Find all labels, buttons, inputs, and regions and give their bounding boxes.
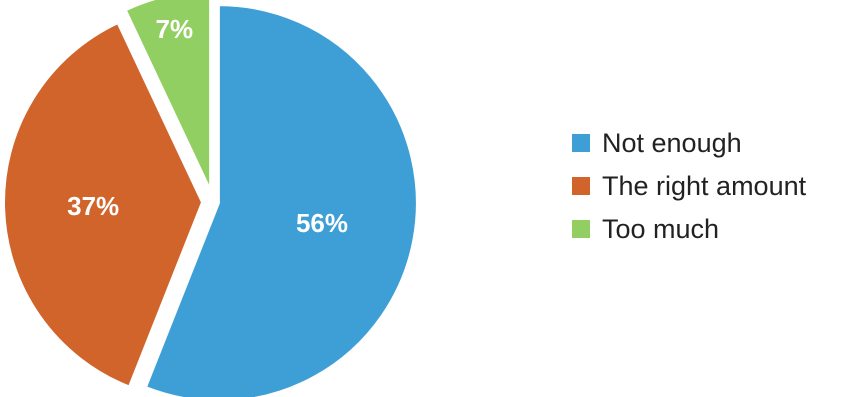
slice-label-the-right-amount: 37%: [67, 191, 119, 221]
slice-label-not-enough: 56%: [296, 208, 348, 238]
legend-swatch: [572, 134, 590, 152]
legend: Not enough The right amount Too much: [572, 127, 806, 245]
legend-swatch: [572, 220, 590, 238]
slice-label-too-much: 7%: [156, 14, 194, 44]
legend-label: The right amount: [602, 171, 807, 201]
legend-swatch: [572, 177, 590, 195]
legend-item-too-much: Too much: [572, 213, 806, 245]
legend-item-not-enough: Not enough: [572, 127, 806, 159]
pie-slice-too-much: [124, 0, 212, 190]
pie-slice-the-right-amount: [3, 21, 204, 388]
legend-label: Not enough: [602, 128, 742, 158]
pie-slice-not-enough: [144, 4, 418, 397]
legend-label: Too much: [602, 214, 720, 244]
legend-item-the-right-amount: The right amount: [572, 170, 806, 202]
